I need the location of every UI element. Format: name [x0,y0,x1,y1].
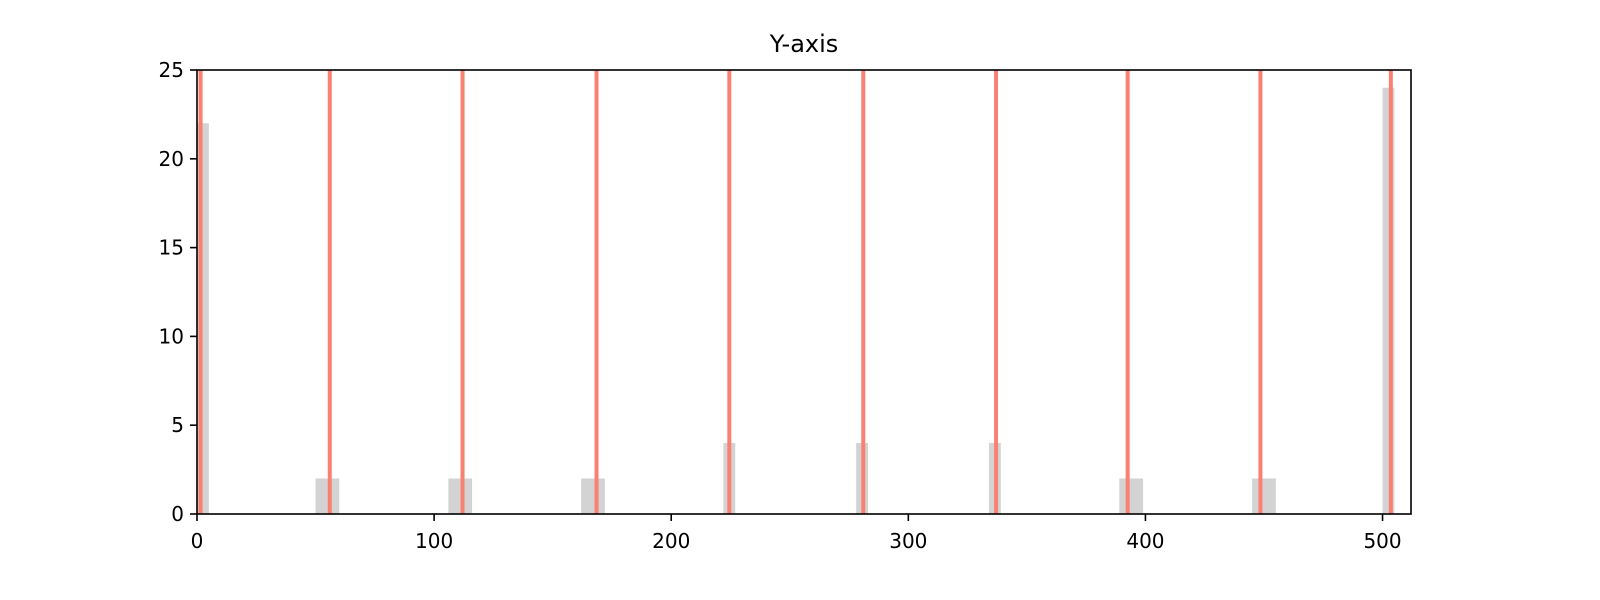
y-tick-label-5: 25 [159,58,184,82]
x-tick-label-4: 400 [1126,529,1164,553]
y-tick-label-1: 5 [171,413,184,437]
histogram-bar-1 [315,478,340,514]
histogram-bar-3 [581,478,605,514]
histogram-bar-2 [448,478,473,514]
histogram-bar-8 [1252,478,1276,514]
y-tick-label-2: 10 [159,324,184,348]
y-tick-label-3: 15 [159,236,184,260]
histogram-bar-9 [1382,87,1395,514]
x-tick-label-5: 500 [1363,529,1401,553]
bars-layer [197,87,1395,514]
histogram-bar-0 [197,123,209,514]
chart-title: Y-axis [769,30,839,58]
x-tick-label-2: 200 [652,529,690,553]
x-tick-label-0: 0 [191,529,204,553]
vlines-layer [198,70,1393,514]
y-axis-ticks: 0 5 10 15 20 25 [159,58,197,526]
plot-frame [196,69,1412,515]
x-tick-label-3: 300 [889,529,927,553]
x-axis-ticks: 0 100 200 300 400 500 [191,514,1402,553]
histogram-bar-7 [1119,478,1144,514]
x-tick-label-1: 100 [415,529,453,553]
y-tick-label-4: 20 [159,147,184,171]
y-tick-label-0: 0 [171,502,184,526]
